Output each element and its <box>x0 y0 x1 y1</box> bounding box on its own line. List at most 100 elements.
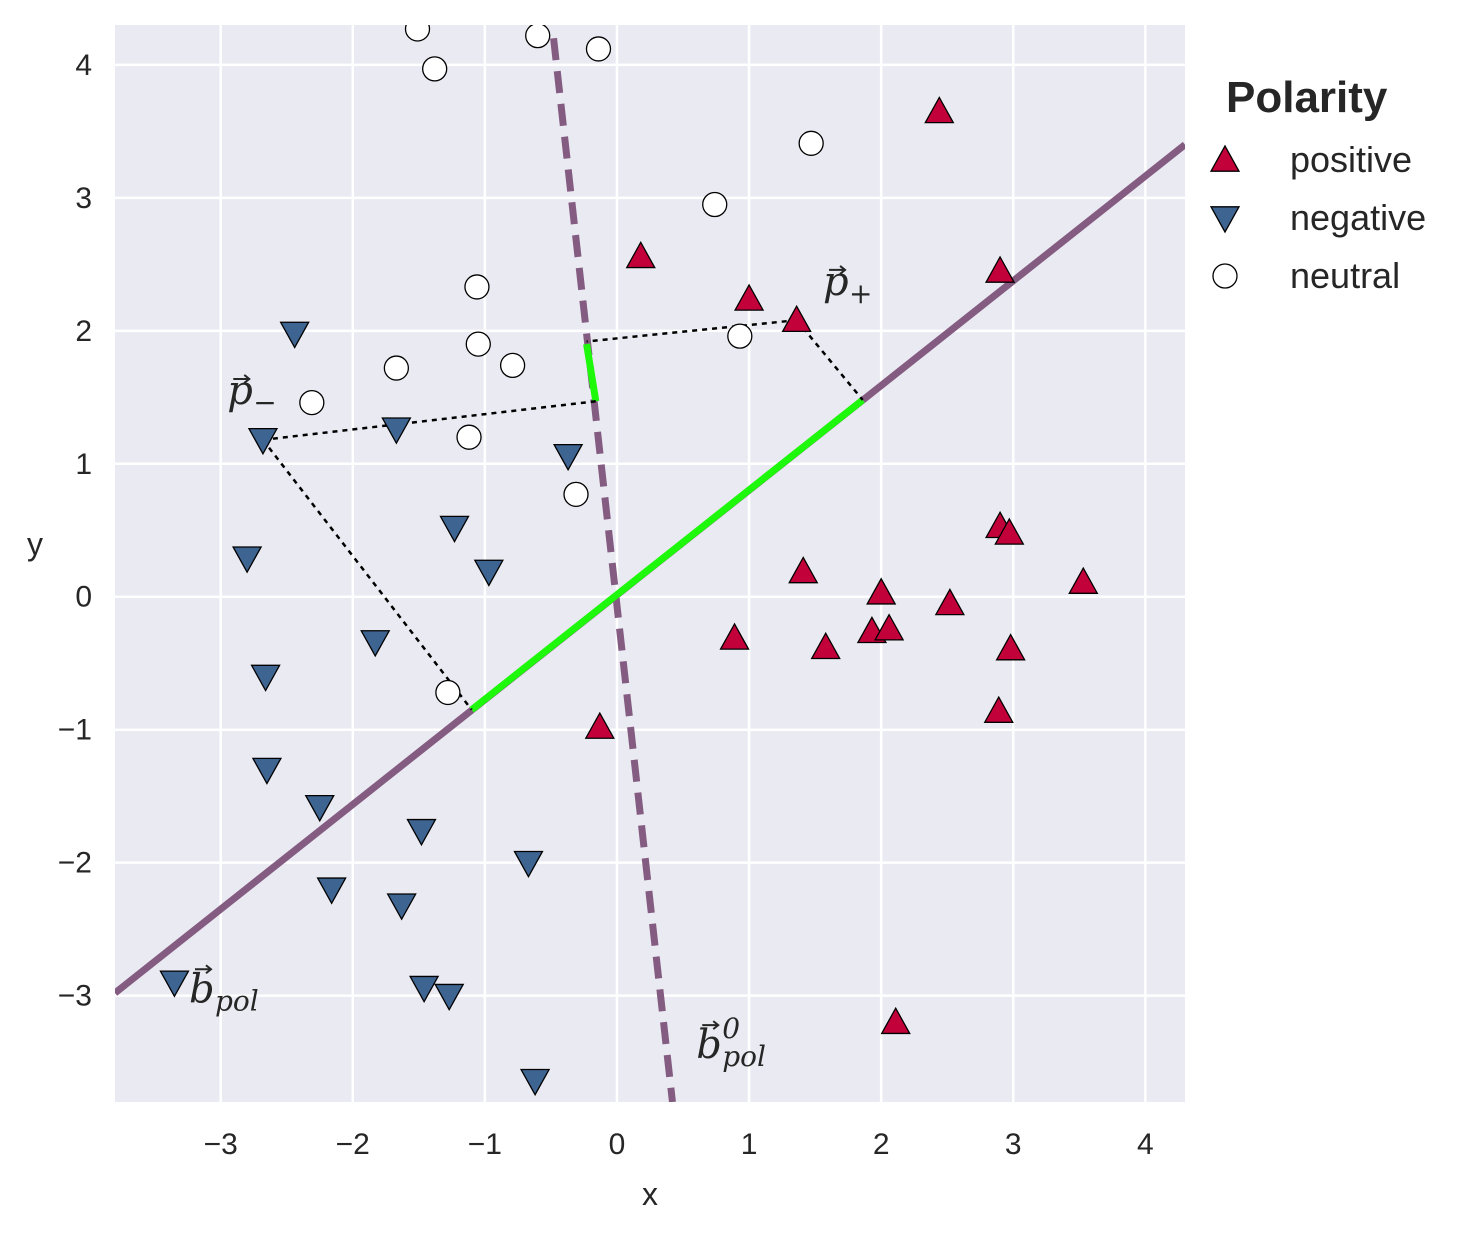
legend-label: neutral <box>1290 255 1400 296</box>
negative-point <box>473 559 504 587</box>
line-b-pol-0 <box>550 37 676 1102</box>
plot-area <box>115 25 1185 1102</box>
neutral-point <box>499 352 526 379</box>
positive-point <box>733 283 765 311</box>
annotation-subscript: pol <box>215 984 259 1017</box>
positive-point <box>873 613 905 641</box>
x-tick-label: 2 <box>873 1128 890 1161</box>
neutral-point <box>383 355 410 381</box>
legend-item-neutral: neutral <box>1212 255 1400 296</box>
neutral-point <box>465 331 491 357</box>
x-tick-label: −3 <box>204 1128 238 1161</box>
annotation-base: b <box>189 966 215 1012</box>
annotation-subscript: − <box>253 386 276 419</box>
legend-item-positive: positive <box>1209 139 1412 180</box>
negative-point <box>552 443 584 472</box>
y-tick-label: 4 <box>75 49 92 82</box>
positive-point <box>880 1006 911 1035</box>
y-tick-label: −3 <box>58 980 92 1013</box>
tick-labels: −3 −2 −1 0 1 2 3 4 −3 −2 −1 0 1 2 3 4 <box>58 49 1154 1161</box>
positive-point <box>584 711 615 739</box>
negative-point <box>409 975 440 1003</box>
positive-point <box>788 556 819 584</box>
negative-point <box>279 321 310 349</box>
legend-title: Polarity <box>1226 73 1388 122</box>
annotation-superscript: 0 <box>722 1012 740 1045</box>
x-axis-label: x <box>642 1176 658 1212</box>
neutral-point <box>798 130 824 156</box>
highlight-segment <box>469 397 865 713</box>
negative-point <box>316 877 347 905</box>
negative-point <box>251 757 283 785</box>
neutral-point <box>422 56 448 82</box>
annotation-base: b <box>696 1022 722 1068</box>
annotation-subscript: pol <box>722 1040 766 1073</box>
y-axis-label: y <box>27 526 43 562</box>
positive-point <box>781 304 812 333</box>
positive-point <box>866 577 897 605</box>
y-tick-label: −2 <box>58 847 92 880</box>
neutral-point <box>435 679 461 706</box>
negative-point <box>386 893 417 921</box>
projection-line <box>795 319 864 401</box>
positive-point <box>1068 566 1099 594</box>
y-tick-label: 3 <box>75 182 92 215</box>
positive-point <box>994 517 1025 545</box>
x-tick-label: 3 <box>1005 1128 1022 1161</box>
annotation-base: p <box>227 368 253 414</box>
negative-point <box>250 664 281 692</box>
annotation-base: p <box>823 259 849 305</box>
y-tick-label: 0 <box>75 581 92 614</box>
x-tick-label: −2 <box>336 1128 370 1161</box>
neutral-point <box>464 274 490 300</box>
negative-point <box>439 515 470 543</box>
y-tick-label: 2 <box>75 315 92 348</box>
x-tick-label: 4 <box>1137 1128 1154 1161</box>
neutral-point <box>404 25 431 42</box>
positive-point <box>995 633 1026 661</box>
positive-legend-marker <box>1209 144 1241 172</box>
positive-point <box>924 96 955 124</box>
plot-marks <box>115 25 1185 1102</box>
negative-point <box>519 1068 551 1097</box>
neutral-point <box>525 25 551 49</box>
negative-point <box>434 983 465 1011</box>
neutral-point <box>563 481 589 508</box>
neutral-point <box>727 323 753 349</box>
legend: Polarity positive negative neutral <box>1209 73 1426 296</box>
vector-arrowhead <box>839 265 847 275</box>
positive-point <box>984 255 1016 283</box>
positive-point <box>810 631 841 660</box>
negative-point <box>513 850 544 879</box>
neutral-point <box>456 424 482 450</box>
neutral-legend-marker <box>1212 263 1238 289</box>
grid <box>115 25 1185 1102</box>
projection-line <box>261 439 473 711</box>
neutral-point <box>585 36 612 62</box>
x-tick-label: 1 <box>741 1128 758 1161</box>
highlight-segment <box>583 343 600 402</box>
y-tick-label: −1 <box>58 714 92 747</box>
positive-point <box>625 241 656 269</box>
negative-point <box>381 417 412 445</box>
legend-item-negative: negative <box>1209 197 1426 238</box>
x-tick-label: 0 <box>609 1128 626 1161</box>
neutral-point <box>702 191 728 218</box>
neutral-point <box>299 389 325 416</box>
positive-point <box>719 622 750 650</box>
annotation-subscript: + <box>849 277 872 310</box>
x-tick-label: −1 <box>468 1128 502 1161</box>
vector-arrowhead <box>712 1020 720 1030</box>
vector-arrowhead <box>243 374 251 384</box>
annotation-p-minus: p − <box>227 368 276 419</box>
annotation-b-pol: b pol <box>189 964 259 1017</box>
legend-label: negative <box>1290 197 1426 238</box>
negative-point <box>159 970 190 998</box>
y-tick-label: 1 <box>75 448 92 481</box>
negative-point <box>231 546 263 574</box>
legend-label: positive <box>1290 139 1412 180</box>
negative-point <box>406 818 437 847</box>
negative-point <box>304 794 335 823</box>
